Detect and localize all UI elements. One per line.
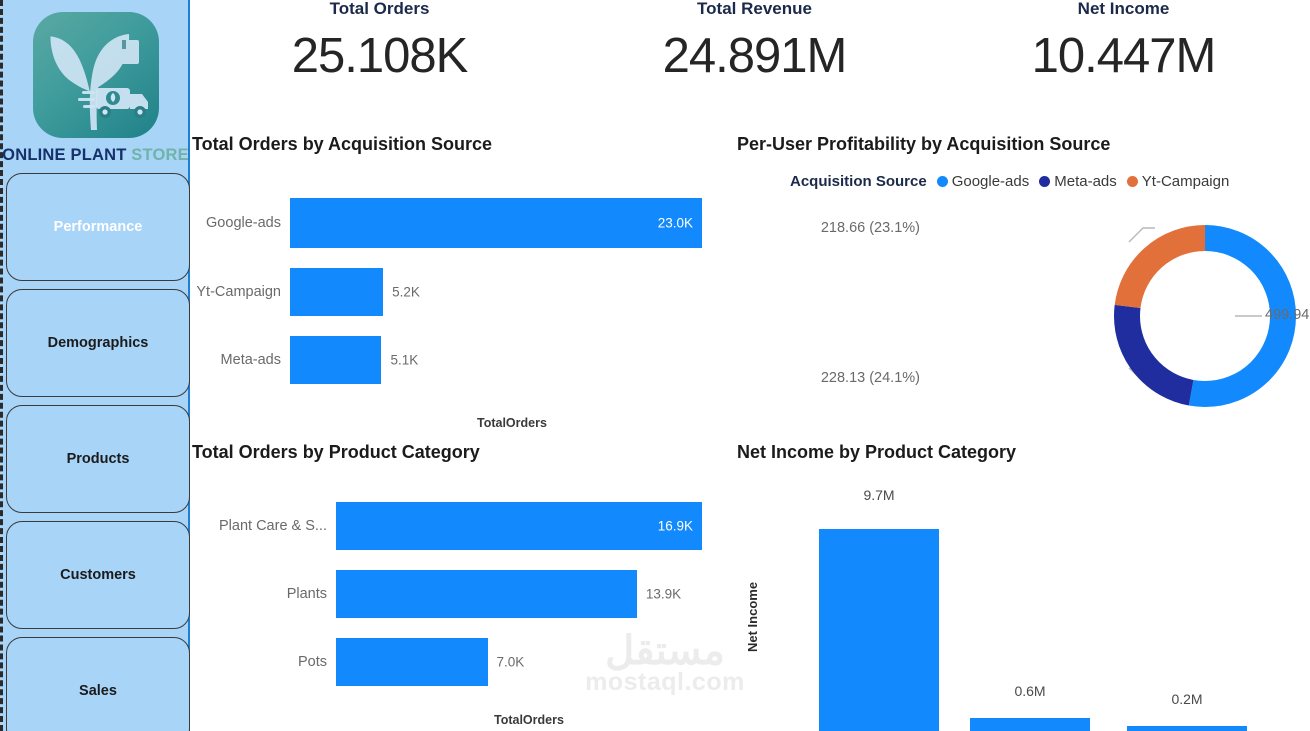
chart-title-income-by-category: Net Income by Product Category xyxy=(737,442,1017,462)
column-fill[interactable] xyxy=(1127,726,1247,731)
bar-fill[interactable] xyxy=(336,638,488,686)
legend-item-google-ads[interactable]: Google-ads xyxy=(936,173,1030,190)
legend-title: Acquisition Source xyxy=(790,173,927,190)
kpi-card-total-revenue[interactable]: Total Revenue 24.891M xyxy=(567,0,942,82)
leader-line xyxy=(1128,227,1155,243)
x-axis-title: TotalOrders xyxy=(477,416,547,430)
bar-value-label: 5.1K xyxy=(390,352,419,368)
brand-part-two: STORE xyxy=(131,146,189,164)
report-canvas: Total Orders 25.108K Total Revenue 24.89… xyxy=(192,0,1310,731)
chart-title-orders-by-source: Total Orders by Acquisition Source xyxy=(192,134,493,154)
legend-color-dot-icon xyxy=(1126,176,1138,187)
sidebar: ONLINE PLANT STORE Performance Demograph… xyxy=(0,0,190,731)
bar-fill[interactable] xyxy=(290,336,382,384)
sidebar-item-label: Customers xyxy=(60,567,136,583)
kpi-value: 10.447M xyxy=(1031,29,1217,83)
chart-per-user-profitability-donut[interactable]: 218.66 (23.1%) 228.13 (24.1%) 499.94 (52… xyxy=(737,198,1310,428)
y-axis-title: Net Income xyxy=(745,581,760,652)
plant-delivery-logo-icon xyxy=(32,12,159,138)
kpi-card-net-income[interactable]: Net Income 10.447M xyxy=(937,0,1310,82)
bar-fill[interactable] xyxy=(336,570,637,618)
bar-row[interactable]: Plants 13.9K xyxy=(192,570,702,618)
legend-item-label: Google-ads xyxy=(951,173,1030,190)
column-value-label: 9.7M xyxy=(863,487,895,503)
donut-legend: Acquisition Source Google-ads Meta-ads Y… xyxy=(790,173,1239,190)
bar-value-label: 5.2K xyxy=(392,284,420,300)
sidebar-nav: Performance Demographics Products Custom… xyxy=(3,173,190,731)
bar-category-label: Google-ads xyxy=(206,215,281,231)
column-item[interactable]: 9.7M Plants xyxy=(819,487,939,731)
donut-data-label-meta-ads: 228.13 (24.1%) xyxy=(820,370,920,386)
legend-item-label: Yt-Campaign xyxy=(1141,173,1230,190)
bar-row[interactable]: Pots 7.0K xyxy=(192,638,702,686)
bar-fill[interactable]: 23.0K xyxy=(290,198,702,248)
bar-category-label: Plants xyxy=(286,586,327,602)
bar-row[interactable]: Plant Care & S... 16.9K xyxy=(192,502,702,550)
bar-category-label: Pots xyxy=(297,654,327,670)
sidebar-item-customers[interactable]: Customers xyxy=(6,521,190,629)
bar-category-label: Plant Care & S... xyxy=(219,518,327,534)
bar-value-label: 7.0K xyxy=(496,654,525,670)
legend-color-dot-icon xyxy=(1039,176,1051,187)
kpi-title: Net Income xyxy=(1077,0,1170,18)
legend-item-yt-campaign[interactable]: Yt-Campaign xyxy=(1126,173,1230,190)
sidebar-item-label: Products xyxy=(66,451,130,467)
bar-category-label: Meta-ads xyxy=(220,352,281,368)
x-axis-title: TotalOrders xyxy=(494,713,564,727)
chart-orders-by-acquisition-source[interactable]: Google-ads 23.0K Yt-Campaign 5.2K Meta-a… xyxy=(192,190,702,405)
bar-fill[interactable]: 16.9K xyxy=(336,502,702,550)
chart-title-profitability: Per-User Profitability by Acquisition So… xyxy=(737,134,1111,154)
chart-net-income-by-product-category[interactable]: Net Income 9.7M Plants 0.6M Plant Care &… xyxy=(737,480,1310,731)
sidebar-item-sales[interactable]: Sales xyxy=(6,637,190,731)
kpi-title: Total Orders xyxy=(329,0,430,18)
chart-title-orders-by-category: Total Orders by Product Category xyxy=(192,442,480,462)
column-fill[interactable] xyxy=(970,718,1090,731)
kpi-card-total-orders[interactable]: Total Orders 25.108K xyxy=(192,0,567,82)
donut-segment-meta-ads xyxy=(1114,225,1296,407)
bar-row[interactable]: Google-ads 23.0K xyxy=(192,198,702,248)
column-value-label: 0.2M xyxy=(1171,691,1203,707)
sidebar-item-performance[interactable]: Performance xyxy=(6,173,190,281)
chart-total-orders-by-product-category[interactable]: Plant Care & S... 16.9K Plants 13.9K Pot… xyxy=(192,497,702,689)
sidebar-item-demographics[interactable]: Demographics xyxy=(6,289,190,397)
bar-value-label: 23.0K xyxy=(657,215,693,231)
brand-part-one: ONLINE PLANT xyxy=(2,146,127,164)
bar-category-label: Yt-Campaign xyxy=(196,284,281,300)
bar-row[interactable]: Meta-ads 5.1K xyxy=(192,336,702,384)
brand-title: ONLINE PLANT STORE xyxy=(2,146,189,165)
column-item[interactable]: 0.2M Pots xyxy=(1127,507,1247,731)
column-item[interactable]: 0.6M Plant Care & Seeds xyxy=(970,507,1090,731)
column-fill[interactable] xyxy=(819,529,939,731)
bar-row[interactable]: Yt-Campaign 5.2K xyxy=(192,268,702,316)
donut-data-label-yt-campaign: 218.66 (23.1%) xyxy=(820,220,920,236)
bar-fill[interactable] xyxy=(290,268,384,316)
legend-color-dot-icon xyxy=(936,176,948,187)
kpi-value: 24.891M xyxy=(662,29,848,83)
kpi-title: Total Revenue xyxy=(697,0,812,18)
sidebar-item-products[interactable]: Products xyxy=(6,405,190,513)
legend-item-meta-ads[interactable]: Meta-ads xyxy=(1039,173,1117,190)
donut-data-label-google-ads: 499.94 (52.81%) xyxy=(1265,307,1310,323)
column-value-label: 0.6M xyxy=(1014,683,1046,699)
donut-segment-yt-campaign xyxy=(1114,225,1296,407)
legend-item-label: Meta-ads xyxy=(1054,173,1117,190)
sidebar-item-label: Demographics xyxy=(47,335,149,351)
bar-value-label: 16.9K xyxy=(657,518,693,534)
bar-value-label: 13.9K xyxy=(645,586,682,602)
sidebar-item-label: Sales xyxy=(79,683,117,699)
kpi-value: 25.108K xyxy=(291,29,469,83)
sidebar-item-label: Performance xyxy=(53,219,143,235)
